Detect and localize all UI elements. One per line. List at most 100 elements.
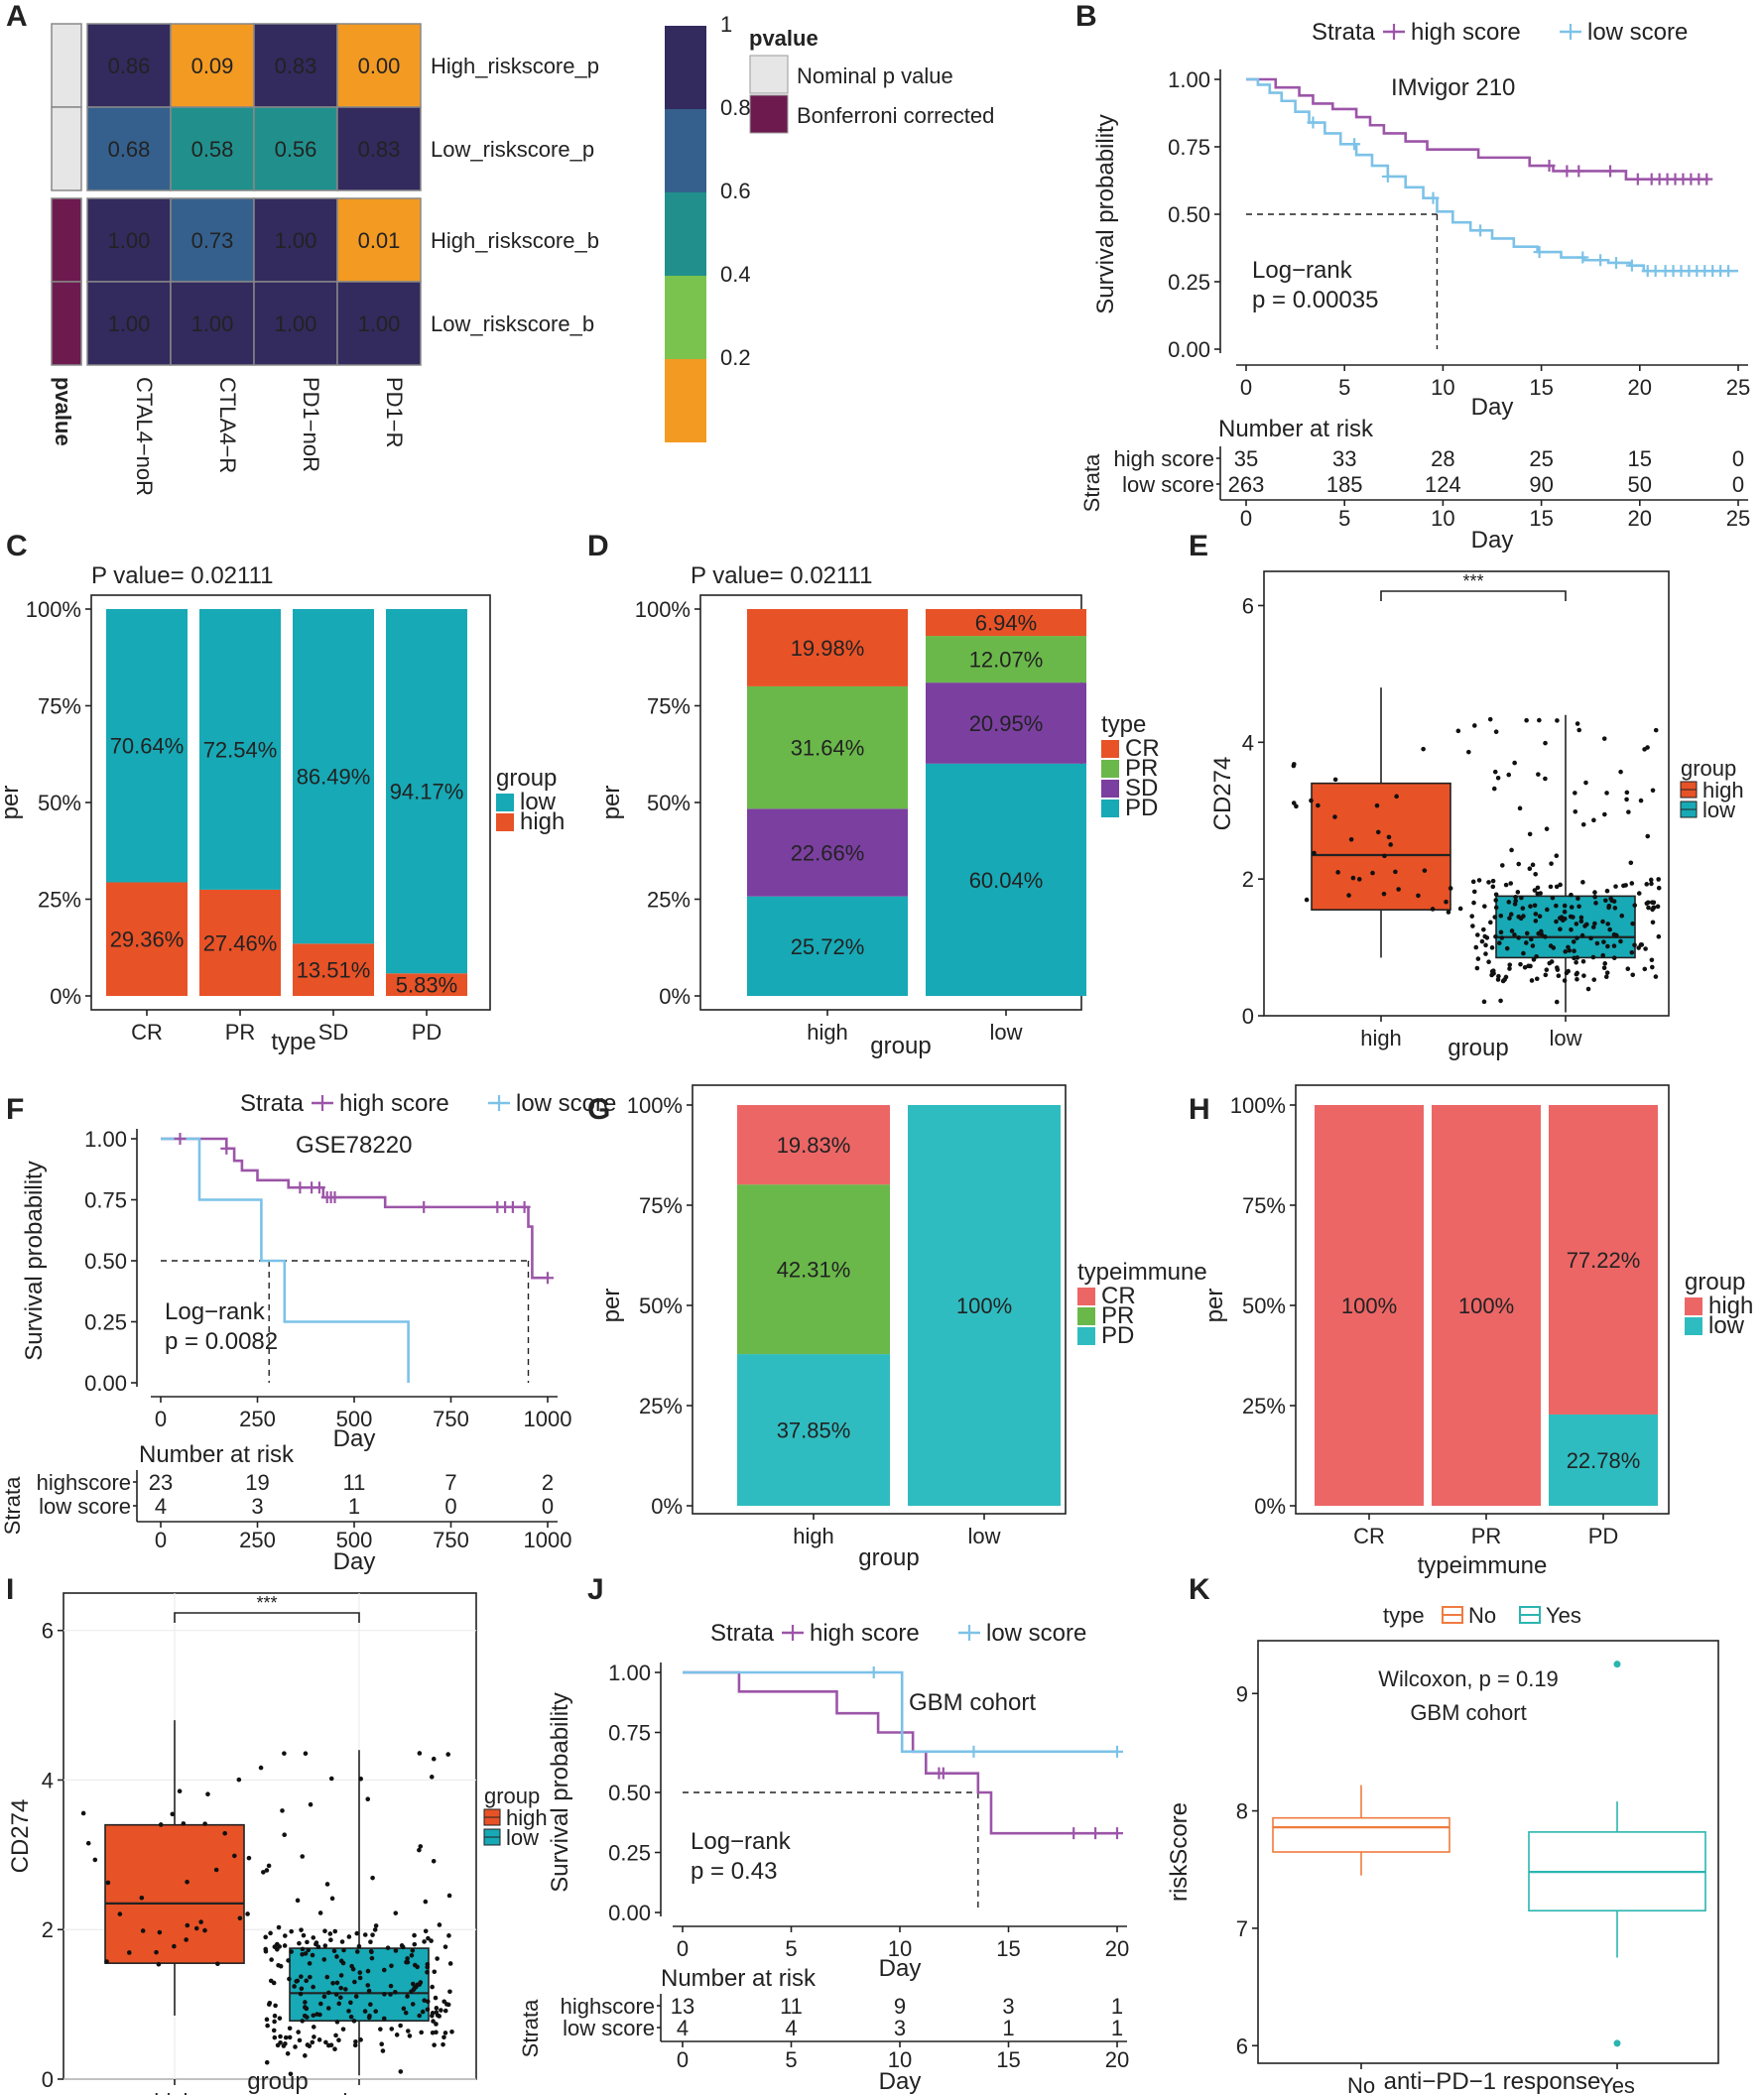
bar-data-label: 29.36% <box>110 927 185 952</box>
jitter-point <box>432 1969 438 1975</box>
heatmap-cell-label: 1.00 <box>108 311 151 336</box>
legend-title: group <box>1685 1269 1745 1295</box>
y-axis-title: per <box>598 786 625 820</box>
jitter-point <box>1489 945 1495 950</box>
heatmap-cell <box>253 106 338 191</box>
jitter-point <box>365 1983 371 1988</box>
jitter-point <box>300 1854 306 1859</box>
jitter-point <box>405 1959 411 1965</box>
heatmap-row-label: High_riskscore_b <box>431 228 599 253</box>
panel-h-stacked-bar-chart: 0% 25% 50% 75% 100% 100% CR 100% PR 22.78% 77.22% P… <box>1201 1084 1753 1579</box>
y-tick-label: 75% <box>38 694 81 719</box>
logrank-pvalue: p = 0.0082 <box>165 1328 278 1355</box>
jitter-point <box>1575 976 1579 982</box>
risk-table-x-tick-label: 15 <box>996 2047 1020 2072</box>
censor-mark <box>1068 1827 1080 1840</box>
jitter-point <box>1556 973 1562 979</box>
risk-table-x-tick-label: 10 <box>888 2047 912 2072</box>
colorbar-segment <box>665 359 706 442</box>
heatmap-cell-label: 1.00 <box>108 228 151 253</box>
jitter-point <box>1524 717 1529 723</box>
jitter-point <box>338 1958 344 1964</box>
y-tick-label: 0.00 <box>84 1371 127 1396</box>
heatmap-cell-label: 1.00 <box>275 311 317 336</box>
bar-data-label: 31.64% <box>791 736 865 761</box>
heatmap-cell <box>336 106 422 191</box>
jitter-point <box>1604 791 1609 796</box>
panel-letter-c: C <box>6 530 28 562</box>
panel-letter-j: J <box>587 1573 604 1606</box>
jitter-point <box>419 2030 424 2035</box>
panel-letter-a: A <box>6 0 28 33</box>
jitter-point <box>447 1989 452 1995</box>
logrank-label: Log−rank <box>1252 257 1353 284</box>
risk-table-value: 4 <box>785 2016 797 2040</box>
jitter-point <box>1549 861 1554 866</box>
jitter-point <box>1550 895 1556 901</box>
jitter-point <box>213 1867 219 1873</box>
risk-table-value: 19 <box>245 1470 269 1495</box>
jitter-point <box>1513 895 1518 900</box>
risk-table-strata-label: Strata <box>518 1999 543 2057</box>
risk-table-row-label: high score <box>1113 446 1214 471</box>
heatmap-cell <box>336 197 422 283</box>
censor-mark <box>1561 165 1574 178</box>
bar-segment-low <box>1549 1414 1658 1506</box>
risk-table-row-label: low score <box>1122 472 1214 497</box>
jitter-point <box>261 1870 266 1875</box>
jitter-point <box>1651 900 1657 906</box>
heatmap-column-label: CTAL4−noR <box>132 377 157 496</box>
jitter-point <box>282 1832 287 1838</box>
jitter-point <box>1623 883 1628 888</box>
jitter-point <box>1629 881 1635 886</box>
jitter-point <box>1506 900 1512 905</box>
jitter-point <box>1573 808 1578 814</box>
x-tick-label: CR <box>131 1020 163 1045</box>
logrank-pvalue: p = 0.43 <box>691 1858 777 1885</box>
jitter-point <box>328 1937 333 1943</box>
jitter-point <box>1515 890 1521 895</box>
bar-data-label: 6.94% <box>975 611 1037 636</box>
outlier-point <box>1613 2039 1621 2047</box>
legend-title: pvalue <box>749 26 819 51</box>
jitter-point <box>297 1940 302 1946</box>
x-tick-label: No <box>1347 2073 1375 2095</box>
jitter-point <box>1574 922 1579 926</box>
jitter-point <box>1656 885 1662 891</box>
jitter-point <box>311 2013 316 2019</box>
censor-mark <box>1573 165 1585 178</box>
jitter-point <box>334 1954 339 1959</box>
legend-swatch <box>1685 1317 1702 1335</box>
jitter-point <box>338 1985 343 1991</box>
legend-title: Strata <box>240 1090 305 1117</box>
legend-label: No <box>1468 1603 1496 1628</box>
jitter-point <box>1650 920 1656 925</box>
jitter-point <box>1492 915 1498 920</box>
jitter-point <box>446 1933 451 1938</box>
censor-mark <box>1722 265 1735 278</box>
x-tick-label: CR <box>1353 1524 1385 1548</box>
jitter-point <box>1601 939 1606 944</box>
jitter-point <box>417 1751 423 1756</box>
jitter-point <box>1624 790 1630 796</box>
jitter-point <box>154 1949 159 1955</box>
y-tick-label: 75% <box>647 694 691 719</box>
colorbar-segment <box>665 26 706 109</box>
bar-segment-cr <box>737 1105 890 1185</box>
cohort-label: GBM cohort <box>1410 1700 1526 1725</box>
jitter-point <box>232 1853 237 1859</box>
panel-f-survival-chart: 0.000.250.500.751.000 250 500 750 1000DaySur… <box>0 1090 616 1575</box>
row-annotation-cell <box>51 106 82 191</box>
y-tick-label: 2 <box>1242 867 1254 892</box>
jitter-point <box>1630 972 1636 978</box>
jitter-point <box>442 1944 448 1949</box>
censor-mark <box>1307 116 1320 129</box>
jitter-point <box>1572 948 1576 954</box>
jitter-point <box>1569 926 1574 932</box>
jitter-point <box>1536 772 1541 777</box>
y-axis-title: riskScore <box>1166 1802 1193 1902</box>
jitter-point <box>381 2016 387 2022</box>
jitter-point <box>1474 965 1480 971</box>
jitter-point <box>263 1946 269 1952</box>
y-tick-label: 100% <box>26 597 81 622</box>
